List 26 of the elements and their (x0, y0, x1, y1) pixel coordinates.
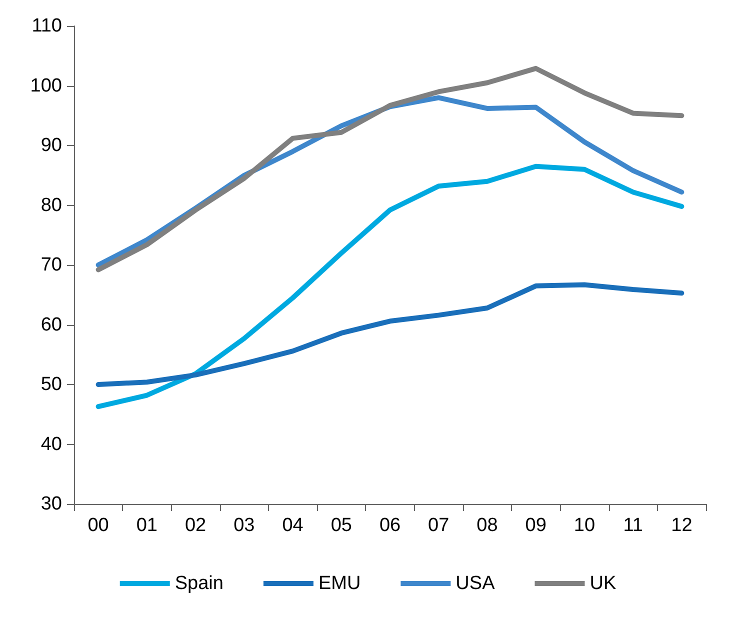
x-tick-label: 09 (525, 515, 546, 536)
x-tick-label: 06 (379, 515, 401, 536)
legend-label: Spain (174, 573, 224, 594)
y-tick-label: 50 (40, 374, 62, 395)
y-tick-label: 100 (30, 75, 62, 96)
legend-label: USA (456, 573, 496, 594)
x-tick-label: 10 (574, 515, 596, 536)
y-tick-label: 90 (40, 135, 62, 156)
x-tick-label: 01 (136, 515, 158, 536)
x-tick-label: 05 (330, 515, 352, 536)
y-tick-label: 40 (40, 434, 62, 455)
y-tick-label: 80 (40, 194, 62, 216)
y-tick-label: 30 (40, 494, 62, 514)
y-tick-label: 60 (40, 314, 62, 336)
x-tick-label: 12 (671, 515, 692, 536)
x-tick-label: 02 (184, 515, 206, 536)
x-tick-label: 11 (623, 515, 643, 536)
y-tick-label: 110 (32, 16, 62, 36)
x-tick-label: 08 (476, 515, 498, 536)
x-tick-label: 04 (282, 515, 304, 536)
legend-label: EMU (318, 573, 361, 594)
legend-label: UK (590, 573, 616, 594)
x-tick-label: 07 (428, 515, 450, 536)
x-tick-label: 00 (88, 515, 109, 536)
y-tick-label: 70 (40, 254, 62, 276)
x-tick-label: 03 (234, 515, 255, 536)
